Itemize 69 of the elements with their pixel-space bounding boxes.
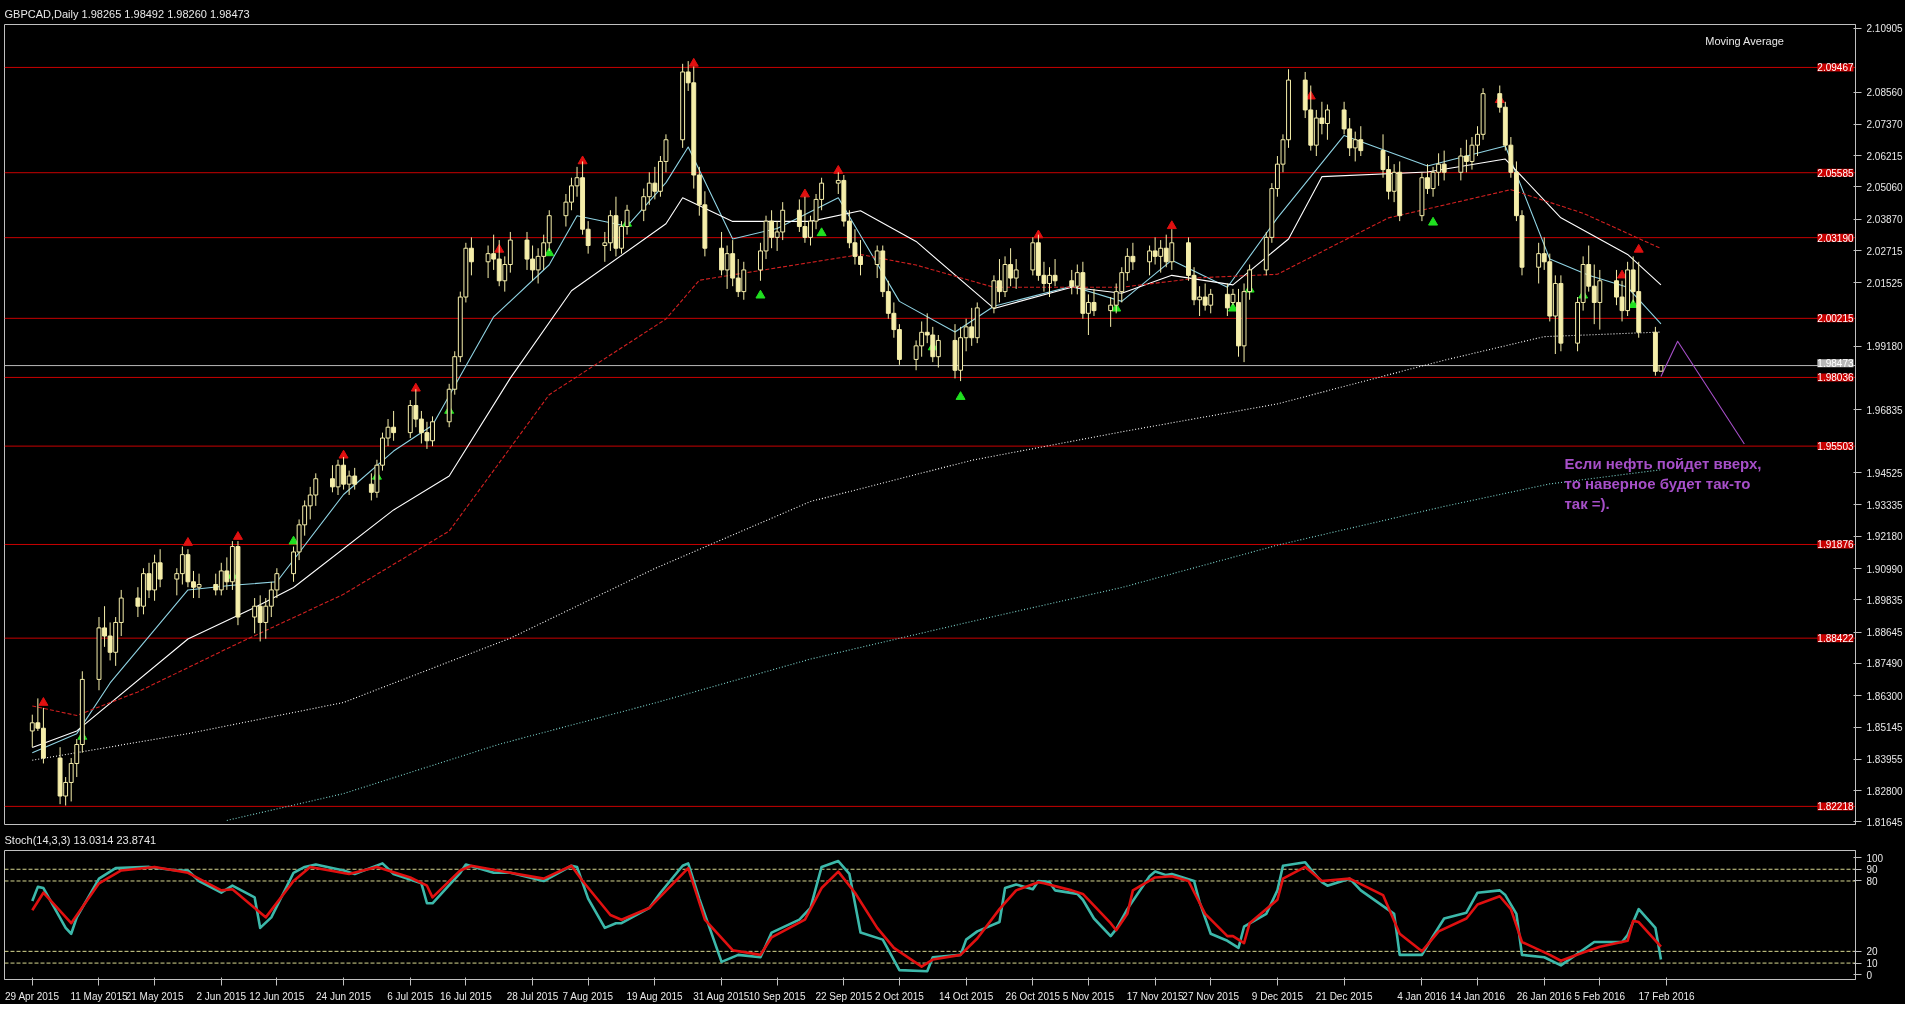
y-tick-label: 1.86300 xyxy=(1866,690,1904,702)
y-tick-label: 1.89835 xyxy=(1866,594,1904,606)
y-tick-label: 1.82800 xyxy=(1866,785,1904,797)
x-tick-label: 14 Jan 2016 xyxy=(1449,990,1506,1002)
y-tick-label: 1.96835 xyxy=(1866,404,1904,416)
annotation: Если нефть пойдет вверх, то наверное будет так-то так =). xyxy=(1564,454,1762,513)
chart-title: GBPCAD,Daily 1.98265 1.98492 1.98260 1.98473 xyxy=(4,7,250,20)
ref-line-label: 1.98036 xyxy=(1817,372,1854,384)
x-tick-label: 9 Dec 2015 xyxy=(1251,990,1304,1002)
y-tick-label: 1.88645 xyxy=(1866,627,1904,639)
y-tick-label: 1.99180 xyxy=(1866,341,1904,353)
y-tick-label: 2.01525 xyxy=(1866,277,1904,289)
y-tick-label: 2.10905 xyxy=(1866,23,1904,35)
y-tick-label: 100 xyxy=(1866,852,1884,864)
ref-line-label: 1.91876 xyxy=(1817,539,1854,551)
ref-line-label: 2.09467 xyxy=(1817,62,1854,74)
y-tick-label: 0 xyxy=(1866,969,1873,981)
x-tick-label: 24 Jun 2015 xyxy=(316,990,372,1002)
y-tick-label: 1.85145 xyxy=(1866,722,1904,734)
y-tick-label: 1.81645 xyxy=(1866,816,1904,828)
x-tick-label: 21 Dec 2015 xyxy=(1315,990,1373,1002)
x-tick-label: 10 Sep 2015 xyxy=(748,990,806,1002)
y-tick-label: 2.03870 xyxy=(1866,214,1904,226)
ref-line-label: 2.03190 xyxy=(1817,232,1854,244)
ref-line-label: 2.00215 xyxy=(1817,313,1854,325)
y-tick-label: 10 xyxy=(1866,958,1879,970)
x-tick-label: 19 Aug 2015 xyxy=(626,990,684,1002)
x-tick-label: 21 May 2015 xyxy=(125,990,184,1002)
x-tick-label: 14 Oct 2015 xyxy=(938,990,994,1002)
y-tick-label: 1.94525 xyxy=(1866,467,1904,479)
x-tick-label: 31 Aug 2015 xyxy=(693,990,750,1002)
ref-line-label: 1.95503 xyxy=(1817,441,1854,453)
y-tick-label: 2.07370 xyxy=(1866,119,1904,131)
ref-line-label: 1.88422 xyxy=(1817,633,1854,645)
x-tick-label: 2 Jun 2015 xyxy=(196,990,247,1002)
y-tick-label: 1.83955 xyxy=(1866,754,1904,766)
ref-line-label: 2.05585 xyxy=(1817,167,1854,179)
y-tick-label: 2.05060 xyxy=(1866,181,1904,193)
y-tick-label: 20 xyxy=(1866,946,1879,958)
x-tick-label: 29 Apr 2015 xyxy=(5,990,60,1002)
x-tick-label: 4 Jan 2016 xyxy=(1397,990,1448,1002)
ref-line-label: 1.98473 xyxy=(1817,358,1854,370)
y-tick-label: 2.08560 xyxy=(1866,87,1904,99)
chart-title: Stoch(14,3,3) 13.0314 23.8741 xyxy=(4,833,157,846)
x-tick-label: 22 Sep 2015 xyxy=(815,990,873,1002)
annotation: Moving Average xyxy=(1705,34,1784,47)
y-tick-label: 1.90990 xyxy=(1866,563,1904,575)
x-tick-label: 5 Feb 2016 xyxy=(1574,990,1626,1002)
x-tick-label: 26 Oct 2015 xyxy=(1005,990,1061,1002)
x-tick-label: 28 Jul 2015 xyxy=(506,990,559,1002)
x-tick-label: 17 Feb 2016 xyxy=(1638,990,1696,1002)
x-tick-label: 26 Jan 2016 xyxy=(1516,990,1573,1002)
y-tick-label: 1.92180 xyxy=(1866,531,1904,543)
y-tick-label: 90 xyxy=(1866,864,1879,876)
y-tick-label: 1.93335 xyxy=(1866,499,1904,511)
x-tick-label: 16 Jul 2015 xyxy=(440,990,493,1002)
x-tick-label: 7 Aug 2015 xyxy=(562,990,614,1002)
x-tick-label: 17 Nov 2015 xyxy=(1126,990,1184,1002)
ref-line-label: 1.82218 xyxy=(1817,801,1854,813)
x-tick-label: 12 Jun 2015 xyxy=(249,990,305,1002)
x-tick-label: 27 Nov 2015 xyxy=(1182,990,1240,1002)
y-tick-label: 2.02715 xyxy=(1866,245,1904,257)
x-tick-label: 2 Oct 2015 xyxy=(874,990,925,1002)
y-tick-label: 1.87490 xyxy=(1866,658,1904,670)
x-tick-label: 6 Jul 2015 xyxy=(387,990,434,1002)
x-tick-label: 11 May 2015 xyxy=(70,990,128,1002)
y-tick-label: 80 xyxy=(1866,875,1879,887)
y-tick-label: 2.06215 xyxy=(1866,150,1904,162)
x-tick-label: 5 Nov 2015 xyxy=(1062,990,1115,1002)
